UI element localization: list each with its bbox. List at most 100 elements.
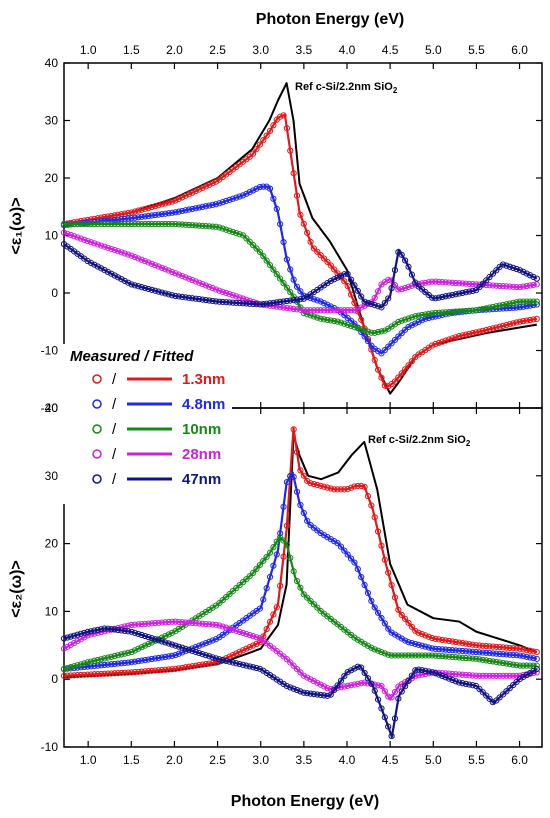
top-measured-point-4.8nm xyxy=(317,298,324,305)
bottom-measured-point-4.8nm xyxy=(179,649,186,656)
top-measured-point-1.3nm xyxy=(483,326,490,334)
top-measured-point-47nm xyxy=(381,299,388,307)
bottom-measured-point-47nm xyxy=(402,683,409,690)
top-measured-point-10nm xyxy=(77,220,84,228)
bottom-axis-xtick-label: 2.0 xyxy=(166,753,183,767)
top-measured-point-10nm xyxy=(111,220,118,228)
bottom-measured-point-1.3nm xyxy=(64,672,71,679)
top-measured-point-1.3nm xyxy=(533,315,540,322)
bottom-measured-point-28nm xyxy=(135,621,142,628)
bottom-measured-point-1.3nm xyxy=(94,671,101,678)
bottom-measured-point-28nm xyxy=(391,688,399,696)
bottom-measured-point-1.3nm xyxy=(297,467,304,474)
top-measured-point-28nm xyxy=(195,279,203,286)
bottom-measured-point-47nm xyxy=(209,654,216,661)
top-measured-point-47nm xyxy=(226,299,233,306)
bottom-measured-point-47nm xyxy=(223,657,230,664)
bottom-measured-point-28nm xyxy=(179,619,186,626)
top-measured-point-1.3nm xyxy=(503,321,510,329)
bottom-fit-line-10nm xyxy=(63,535,537,671)
bottom-measured-point-1.3nm xyxy=(77,671,84,679)
bottom-measured-point-28nm xyxy=(378,682,385,690)
top-measured-point-4.8nm xyxy=(287,266,294,273)
bottom-measured-point-1.3nm xyxy=(486,643,493,650)
bottom-measured-point-1.3nm xyxy=(111,670,118,677)
bottom-measured-point-10nm xyxy=(506,661,513,668)
top-measured-point-10nm xyxy=(412,313,419,320)
bottom-measured-point-28nm xyxy=(233,627,240,634)
legend: Measured / Fitted / 1.3nm / 4.8nm / 10nm / 28nm… xyxy=(62,344,232,504)
bottom-measured-point-47nm xyxy=(476,685,483,693)
bottom-measured-point-47nm xyxy=(442,674,449,681)
top-measured-point-10nm xyxy=(459,308,466,315)
bottom-measured-point-10nm xyxy=(391,652,399,659)
top-ytick-label: 40 xyxy=(45,56,59,70)
top-measured-point-28nm xyxy=(459,280,466,287)
top-measured-point-28nm xyxy=(165,267,172,274)
top-measured-point-28nm xyxy=(510,283,517,290)
bottom-measured-point-1.3nm xyxy=(185,663,193,670)
top-measured-point-10nm xyxy=(381,327,388,334)
bottom-measured-point-4.8nm xyxy=(165,653,172,660)
bottom-measured-point-28nm xyxy=(192,620,199,627)
top-measured-point-28nm xyxy=(223,289,230,297)
bottom-measured-point-4.8nm xyxy=(131,658,139,665)
top-measured-point-28nm xyxy=(358,304,365,311)
bottom-measured-point-28nm xyxy=(304,674,311,681)
top-measured-point-4.8nm xyxy=(192,205,199,212)
top-measured-point-10nm xyxy=(374,328,382,336)
bottom-measured-point-1.3nm xyxy=(493,643,500,650)
top-measured-point-10nm xyxy=(219,225,226,232)
top-measured-point-1.3nm xyxy=(489,325,497,332)
top-measured-point-28nm xyxy=(520,283,527,290)
bottom-measured-point-1.3nm xyxy=(425,633,432,640)
top-measured-point-47nm xyxy=(98,265,105,272)
bottom-measured-point-4.8nm xyxy=(510,651,517,659)
bottom-measured-point-47nm xyxy=(256,665,263,672)
legend-marker xyxy=(92,474,102,484)
bottom-measured-point-4.8nm xyxy=(479,649,486,656)
bottom-measured-point-4.8nm xyxy=(374,609,382,616)
top-measured-point-4.8nm xyxy=(506,304,513,312)
top-measured-point-1.3nm xyxy=(158,201,166,208)
top-measured-point-47nm xyxy=(121,277,128,285)
top-measured-point-47nm xyxy=(432,295,439,302)
top-measured-point-28nm xyxy=(98,242,105,249)
bottom-measured-point-28nm xyxy=(148,620,155,627)
bottom-measured-point-1.3nm xyxy=(310,480,318,488)
top-measured-point-10nm xyxy=(368,329,375,336)
top-measured-point-28nm xyxy=(445,279,453,286)
bottom-measured-point-47nm xyxy=(347,667,355,674)
bottom-measured-point-4.8nm xyxy=(199,641,206,648)
top-measured-point-1.3nm xyxy=(466,330,473,337)
top-measured-point-10nm xyxy=(152,220,159,228)
bottom-measured-point-47nm xyxy=(216,656,223,663)
top-measured-point-10nm xyxy=(371,329,378,336)
top-measured-point-10nm xyxy=(74,220,81,228)
top-measured-point-1.3nm xyxy=(189,189,196,196)
top-measured-point-10nm xyxy=(263,257,270,264)
top-measured-point-47nm xyxy=(489,270,497,277)
top-measured-point-47nm xyxy=(263,300,270,307)
bottom-measured-point-47nm xyxy=(526,669,534,677)
top-measured-point-28nm xyxy=(398,286,405,293)
top-measured-point-10nm xyxy=(280,280,287,287)
top-measured-point-47nm xyxy=(202,296,209,304)
top-measured-point-47nm xyxy=(412,279,419,286)
bottom-measured-point-28nm xyxy=(493,672,500,679)
bottom-measured-point-28nm xyxy=(310,677,318,685)
bottom-measured-point-10nm xyxy=(141,642,149,649)
bottom-measured-point-4.8nm xyxy=(293,488,301,495)
top-measured-point-10nm xyxy=(266,262,274,269)
bottom-measured-point-28nm xyxy=(152,619,159,627)
bottom-measured-point-4.8nm xyxy=(344,551,351,558)
top-measured-point-10nm xyxy=(398,317,405,324)
top-measured-point-47nm xyxy=(479,280,486,287)
top-measured-point-47nm xyxy=(135,283,142,290)
top-axis-xtick-label: 4.5 xyxy=(382,43,399,57)
bottom-measured-point-4.8nm xyxy=(351,559,358,566)
bottom-ytick-label: 10 xyxy=(45,604,59,618)
top-measured-point-4.8nm xyxy=(277,220,284,228)
top-measured-point-28nm xyxy=(148,260,155,267)
top-measured-point-1.3nm xyxy=(283,125,291,132)
